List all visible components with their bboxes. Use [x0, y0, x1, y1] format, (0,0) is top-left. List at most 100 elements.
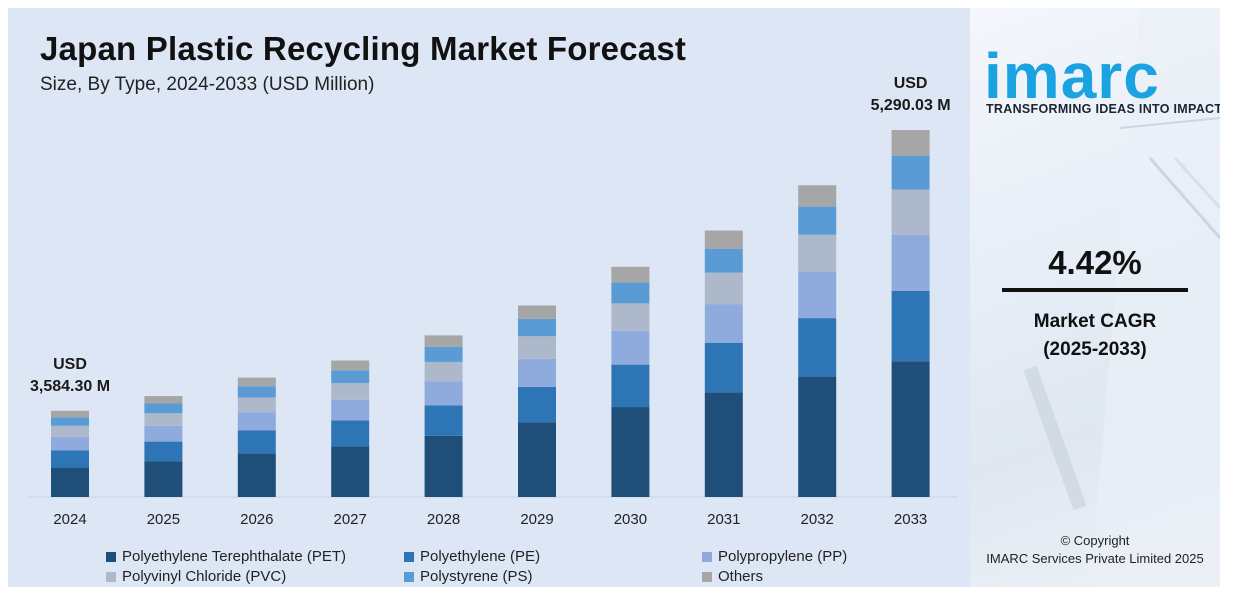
- x-tick-label-2029: 2029: [520, 511, 553, 528]
- cagr-label-line2: (2025-2033): [1043, 339, 1147, 360]
- bar-segment-2033-3: [891, 189, 930, 235]
- bar-segment-2028-3: [424, 361, 463, 382]
- legend-item-0: Polyethylene Terephthalate (PET): [106, 548, 346, 565]
- legend-swatch: [702, 551, 712, 562]
- bar-segment-2033-0: [891, 361, 930, 497]
- bar-segment-2027-2: [331, 399, 370, 421]
- bar-segment-2026-5: [237, 377, 276, 387]
- bar-segment-2027-4: [331, 370, 370, 384]
- bar-segment-2026-0: [237, 453, 276, 497]
- bar-segment-2031-2: [704, 304, 743, 343]
- cagr-label: Market CAGR (2025-2033): [970, 308, 1220, 364]
- bar-segment-2026-1: [237, 430, 276, 454]
- logo-tagline: TRANSFORMING IDEAS INTO IMPACT: [986, 102, 1220, 116]
- legend-label: Polyethylene (PE): [420, 548, 541, 565]
- bar-segment-2024-1: [51, 450, 89, 468]
- legend-swatch: [106, 571, 116, 582]
- legend-label: Polyvinyl Chloride (PVC): [122, 568, 287, 585]
- legend-label: Polystyrene (PS): [420, 568, 533, 585]
- bar-segment-2031-3: [704, 272, 743, 305]
- legend-item-4: Polystyrene (PS): [404, 568, 533, 585]
- x-tick-label-2025: 2025: [147, 511, 180, 528]
- x-tick-label-2027: 2027: [334, 511, 367, 528]
- bar-segment-2029-3: [518, 336, 556, 359]
- bar-segment-2030-3: [611, 303, 650, 331]
- bar-segment-2033-1: [891, 290, 930, 362]
- legend-swatch: [702, 571, 712, 582]
- bar-segment-2028-5: [424, 335, 463, 347]
- legend-swatch: [404, 551, 414, 562]
- bar-segment-2033-2: [891, 234, 930, 291]
- bar-segment-2029-2: [518, 358, 556, 387]
- bar-segment-2025-5: [144, 396, 183, 404]
- bar-segment-2033-5: [891, 130, 930, 156]
- copyright: © Copyright IMARC Services Private Limit…: [970, 532, 1220, 568]
- data-label-2033-line2: 5,290.03 M: [871, 97, 951, 114]
- imarc-logo: imarc: [984, 40, 1160, 112]
- cagr-label-line1: Market CAGR: [1033, 311, 1157, 332]
- bar-segment-2026-2: [237, 412, 276, 431]
- bar-segment-2032-5: [798, 185, 837, 207]
- data-label-2033-line1: USD: [894, 75, 928, 92]
- bar-segment-2028-2: [424, 381, 463, 406]
- bar-segment-2032-0: [798, 376, 837, 497]
- legend-swatch: [404, 571, 414, 582]
- bar-segment-2028-4: [424, 346, 463, 362]
- x-tick-label-2031: 2031: [707, 511, 740, 528]
- bar-segment-2024-4: [51, 417, 89, 426]
- legend-label: Polypropylene (PP): [718, 548, 848, 565]
- bar-segment-2031-0: [704, 392, 743, 497]
- bar-segment-2025-0: [144, 461, 183, 497]
- bar-segment-2025-2: [144, 425, 183, 442]
- bar-segment-2032-1: [798, 318, 837, 377]
- legend-item-5: Others: [702, 568, 763, 585]
- bar-segment-2030-5: [611, 266, 650, 283]
- legend-item-2: Polypropylene (PP): [702, 548, 847, 565]
- x-tick-label-2030: 2030: [614, 511, 647, 528]
- chart-title: Japan Plastic Recycling Market Forecast: [40, 30, 687, 67]
- x-tick-label-2024: 2024: [53, 511, 86, 528]
- bar-segment-2029-1: [518, 386, 556, 423]
- bar-segment-2031-5: [704, 230, 743, 249]
- bar-segment-2025-4: [144, 403, 183, 414]
- background-decoration: [1023, 8, 1220, 587]
- data-label-2024-line2: 3,584.30 M: [30, 378, 110, 395]
- bar-segment-2025-3: [144, 413, 183, 426]
- bar-segment-2032-2: [798, 271, 837, 319]
- bar-segment-2029-4: [518, 318, 556, 337]
- bar-segment-2030-1: [611, 364, 650, 408]
- copyright-line2: IMARC Services Private Limited 2025: [986, 551, 1204, 566]
- bar-segment-2030-2: [611, 330, 650, 365]
- bar-segment-2031-1: [704, 342, 743, 393]
- bar-segment-2033-4: [891, 155, 930, 190]
- x-tick-label-2033: 2033: [894, 511, 927, 528]
- bar-segment-2024-0: [51, 467, 89, 497]
- bar-segment-2027-5: [331, 360, 370, 371]
- bar-segment-2032-4: [798, 206, 837, 235]
- legend-label: Others: [718, 568, 764, 585]
- bar-segment-2027-0: [331, 446, 370, 497]
- chart-panel: Japan Plastic Recycling Market Forecast …: [8, 8, 970, 587]
- legend-label: Polyethylene Terephthalate (PET): [122, 548, 347, 565]
- bar-segment-2032-3: [798, 234, 837, 272]
- bar-segment-2028-0: [424, 435, 463, 497]
- side-panel: imarc TRANSFORMING IDEAS INTO IMPACT 4.4…: [970, 8, 1220, 587]
- stacked-bar-chart: 2024 2025 2026 2027 2028 2029 2030 2031 2032 2033…: [28, 75, 958, 528]
- cagr-divider: [1002, 288, 1188, 292]
- bar-segment-2024-3: [51, 425, 89, 437]
- cagr-value: 4.42%: [1048, 244, 1142, 281]
- bar-segment-2024-5: [51, 410, 89, 418]
- bar-segment-2028-1: [424, 405, 463, 436]
- copyright-line1: © Copyright: [1060, 533, 1130, 548]
- bar-segment-2027-1: [331, 420, 370, 447]
- bar-segment-2026-3: [237, 397, 276, 413]
- bar-segment-2031-4: [704, 248, 743, 273]
- bar-segment-2030-0: [611, 407, 650, 497]
- legend-item-3: Polyvinyl Chloride (PVC): [106, 568, 286, 585]
- bar-segment-2024-2: [51, 436, 89, 451]
- data-label-2024-line1: USD: [53, 356, 87, 373]
- x-tick-label-2028: 2028: [427, 511, 460, 528]
- bar-segment-2029-5: [518, 305, 556, 319]
- chart-subtitle: Size, By Type, 2024-2033 (USD Million): [40, 74, 375, 95]
- bar-segment-2025-1: [144, 441, 183, 462]
